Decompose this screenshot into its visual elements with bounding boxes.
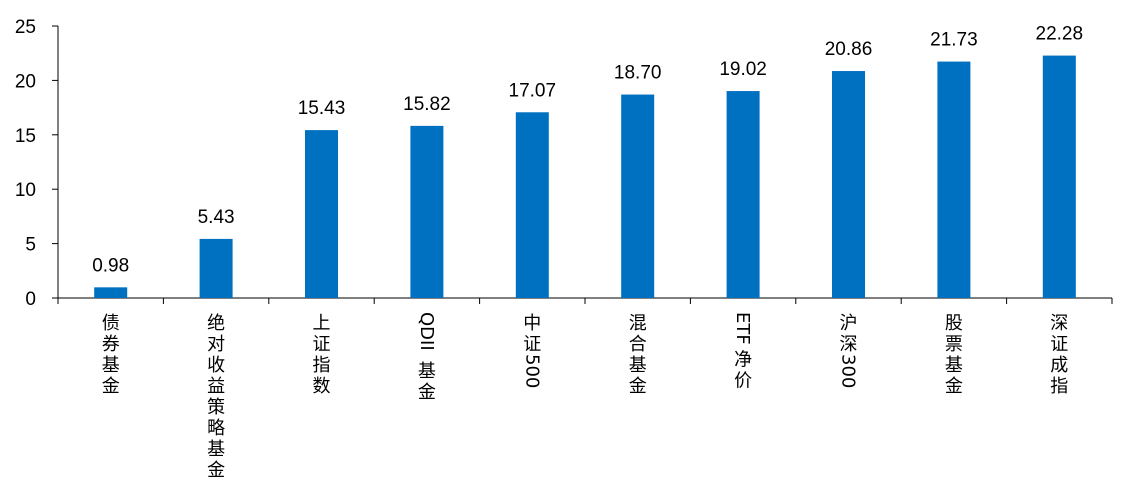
category-label-char: 券 (102, 334, 120, 355)
data-label: 5.43 (198, 207, 235, 228)
y-tick-label: 10 (15, 180, 36, 201)
category-label-char: 票 (945, 334, 963, 355)
category-label-char: 收 (207, 355, 225, 376)
bar (305, 130, 338, 298)
data-label: 15.43 (298, 98, 346, 119)
category-label-char: 益 (207, 376, 225, 397)
y-tick-label: 25 (15, 17, 36, 38)
category-label-run: 500 (521, 354, 542, 388)
y-axis-ticks: 0 5 10 15 20 25 (15, 17, 1113, 310)
category-label-char: 基 (102, 355, 120, 376)
y-tick-label: 20 (15, 71, 36, 92)
data-label: 20.86 (825, 39, 873, 60)
category-label-char: 证 (1050, 334, 1068, 355)
bar (621, 94, 655, 298)
category-label-char: 证 (523, 334, 541, 355)
category-label-char: 基 (207, 439, 225, 460)
category-label-char: 略 (207, 418, 225, 439)
category-label-char: 上 (313, 313, 331, 334)
category-label-char: 混 (629, 313, 647, 334)
category-label-char: 股 (945, 313, 963, 334)
y-tick-label: 15 (15, 126, 36, 147)
bar (937, 61, 971, 298)
category-label-char: 中 (523, 313, 541, 334)
y-tick-label: 5 (25, 235, 36, 256)
category-label-char: 指 (313, 355, 331, 376)
category-labels: 债券基金绝对收益策略基金上证指数QDII基金中证500混合基金ETF净价沪深30… (102, 312, 1069, 481)
category-label: ETF 净价 (732, 312, 753, 392)
category-label-char: 证 (313, 334, 331, 355)
category-label-char: 合 (629, 334, 647, 355)
bar (199, 238, 233, 298)
category-label-char: 债 (102, 313, 120, 334)
bars (94, 55, 1076, 299)
category-label-char: 金 (102, 376, 120, 397)
category-label-char: 数 (313, 376, 331, 397)
category-label-run: 300 (838, 354, 859, 388)
category-label-char: 深 (840, 334, 858, 355)
category-label-char: 深 (1050, 313, 1068, 334)
category-label-run: ETF (732, 312, 753, 345)
category-label-run: QDII (416, 312, 437, 351)
bar (1042, 55, 1076, 299)
data-label: 19.02 (719, 59, 767, 80)
category-label-char: 沪 (840, 313, 858, 334)
category-label-char: 成 (1050, 355, 1068, 376)
category-label-char: 金 (418, 382, 436, 403)
data-label: 17.07 (509, 80, 557, 101)
category-label-char: 绝 (207, 313, 225, 334)
data-label: 15.82 (403, 94, 451, 115)
bar (94, 287, 128, 298)
category-label-char: 金 (629, 376, 647, 397)
category-label-char: 对 (207, 334, 225, 355)
category-label-char: 基 (418, 361, 436, 382)
bar (515, 112, 549, 298)
category-label-char: 策 (207, 397, 225, 418)
y-tick-label: 0 (25, 289, 36, 310)
bar (410, 125, 444, 298)
bar (726, 91, 760, 298)
category-label-char: 金 (207, 460, 225, 481)
category-label-char: 基 (945, 355, 963, 376)
data-label: 0.98 (92, 255, 129, 276)
category-label-char: 基 (629, 355, 647, 376)
data-label: 18.70 (614, 63, 662, 84)
category-label-char: 净 (734, 350, 752, 371)
data-labels: 0.98 5.43 15.43 15.82 17.07 18.70 19.02 20.86 21… (92, 24, 1083, 277)
category-label: QDII 基金 (416, 312, 437, 403)
bar (832, 71, 865, 298)
category-label-char: 指 (1050, 376, 1068, 397)
data-label: 22.28 (1036, 24, 1084, 45)
category-label-char: 金 (945, 376, 963, 397)
data-label: 21.73 (930, 30, 978, 51)
category-label-char: 价 (734, 371, 752, 392)
